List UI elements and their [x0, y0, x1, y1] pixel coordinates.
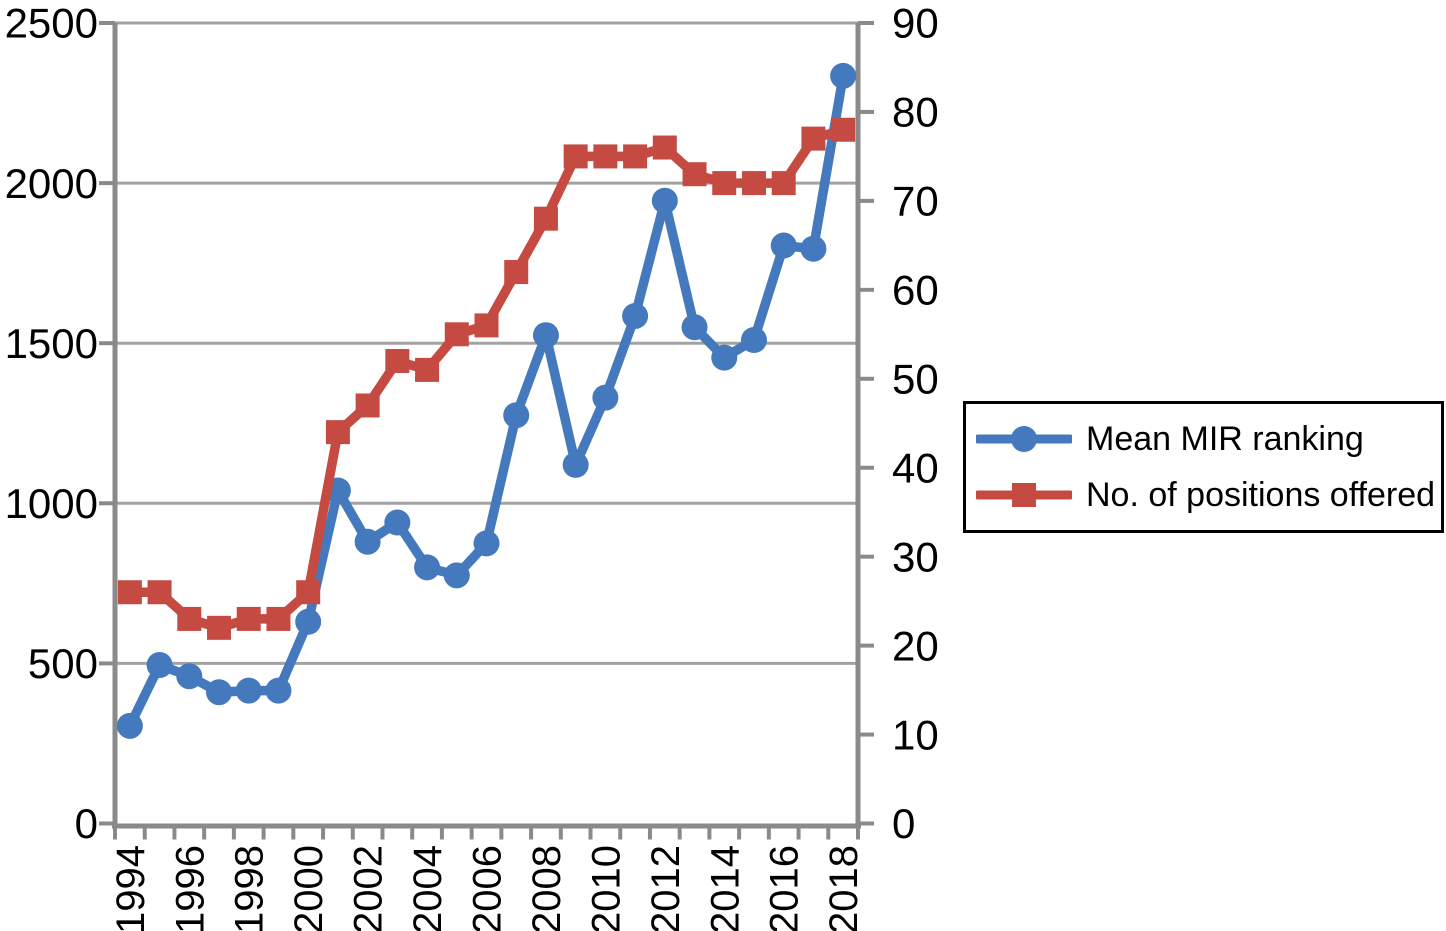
data-point-marker — [711, 344, 738, 371]
data-point-marker — [681, 314, 708, 341]
data-point-marker — [325, 420, 350, 445]
y-axis-right-label: 10 — [892, 711, 939, 758]
data-point-marker — [147, 580, 172, 605]
y-axis-right-label: 20 — [892, 622, 939, 669]
y-axis-right-label: 50 — [892, 355, 939, 402]
data-point-marker — [354, 528, 381, 555]
data-point-marker — [740, 326, 767, 353]
data-point-marker — [741, 171, 766, 196]
data-point-marker — [265, 677, 292, 704]
data-point-marker — [385, 348, 410, 373]
data-point-marker — [296, 580, 321, 605]
x-axis-label: 2008 — [525, 845, 569, 931]
x-axis-label: 2018 — [822, 845, 866, 931]
series-mean-mir-ranking — [116, 62, 857, 739]
x-axis-label: 2016 — [763, 845, 807, 931]
data-point-marker — [117, 580, 142, 605]
y-axis-left-label: 500 — [28, 640, 98, 687]
x-axis-label: 2006 — [466, 845, 510, 931]
data-point-marker — [801, 126, 826, 151]
data-point-marker — [207, 615, 232, 640]
x-axis-label: 2002 — [347, 845, 391, 931]
x-axis-label: 2014 — [703, 845, 747, 931]
y-axis-right-label: 0 — [892, 800, 915, 847]
y-axis-left-label: 1000 — [5, 480, 98, 527]
red-line-square-marker-icon — [976, 483, 1072, 507]
data-point-marker — [177, 606, 202, 631]
data-point-marker — [443, 562, 470, 589]
data-point-marker — [384, 509, 411, 536]
data-point-marker — [176, 663, 203, 690]
x-axis-label: 1994 — [109, 845, 153, 931]
data-point-marker — [593, 144, 618, 169]
x-axis-label: 2004 — [406, 845, 450, 931]
y-axis-right-label: 30 — [892, 533, 939, 580]
data-point-marker — [474, 313, 499, 338]
data-point-marker — [800, 235, 827, 262]
data-point-marker — [563, 144, 588, 169]
x-axis-label: 2012 — [644, 845, 688, 931]
data-point-marker — [295, 608, 322, 635]
legend-item-positions-offered: No. of positions offered — [976, 478, 1441, 512]
y-axis-right-label: 80 — [892, 89, 939, 136]
data-point-marker — [414, 554, 441, 581]
series-no-of-positions-offered — [117, 117, 856, 640]
data-point-marker — [652, 135, 677, 160]
data-point-marker — [770, 232, 797, 259]
data-point-marker — [473, 530, 500, 557]
legend: Mean MIR ranking No. of positions offere… — [963, 401, 1444, 533]
legend-item-mean-mir-ranking: Mean MIR ranking — [976, 422, 1441, 456]
x-axis-label: 1996 — [168, 845, 212, 931]
data-point-marker — [146, 652, 173, 679]
data-point-marker — [682, 162, 707, 187]
data-point-marker — [712, 171, 737, 196]
y-axis-left-label: 2500 — [5, 0, 98, 47]
data-point-marker — [533, 206, 558, 231]
data-point-marker — [206, 679, 233, 706]
data-point-marker — [622, 302, 649, 329]
data-point-marker — [236, 606, 261, 631]
y-axis-right: 0 10 20 30 40 50 60 70 80 90 — [858, 0, 939, 847]
y-axis-right-label: 70 — [892, 178, 939, 225]
data-point-marker — [235, 677, 262, 704]
data-point-marker — [415, 357, 440, 382]
data-point-marker — [503, 402, 530, 429]
data-point-marker — [355, 393, 380, 418]
blue-line-circle-marker-icon — [976, 426, 1072, 452]
y-axis-left-label: 1500 — [5, 320, 98, 367]
x-axis-label: 2010 — [584, 845, 628, 931]
y-axis-left-label: 2000 — [5, 160, 98, 207]
data-point-marker — [771, 171, 796, 196]
x-axis-label: 2000 — [287, 845, 331, 931]
data-point-marker — [623, 144, 648, 169]
y-axis-right-label: 60 — [892, 267, 939, 314]
data-point-marker — [562, 451, 589, 478]
data-point-marker — [830, 62, 857, 89]
y-axis-left: 0 500 1000 1500 2000 2500 — [5, 0, 115, 847]
y-axis-left-label: 0 — [75, 800, 98, 847]
legend-label-mean-mir-ranking: Mean MIR ranking — [1086, 420, 1364, 458]
data-point-marker — [831, 117, 856, 142]
data-point-marker — [504, 260, 529, 285]
x-axis-label: 1998 — [228, 845, 272, 931]
data-point-marker — [592, 384, 619, 411]
data-point-marker — [651, 187, 678, 214]
data-point-marker — [116, 712, 143, 739]
y-axis-right-label: 40 — [892, 444, 939, 491]
data-point-marker — [532, 322, 559, 349]
legend-label-positions-offered: No. of positions offered — [1086, 476, 1436, 514]
y-axis-right-label: 90 — [892, 0, 939, 47]
axes — [112, 23, 861, 829]
data-point-marker — [444, 322, 469, 347]
data-point-marker — [266, 606, 291, 631]
x-axis: 1994 1996 1998 2000 2002 2004 2006 2008 2010 2012… — [109, 828, 866, 931]
